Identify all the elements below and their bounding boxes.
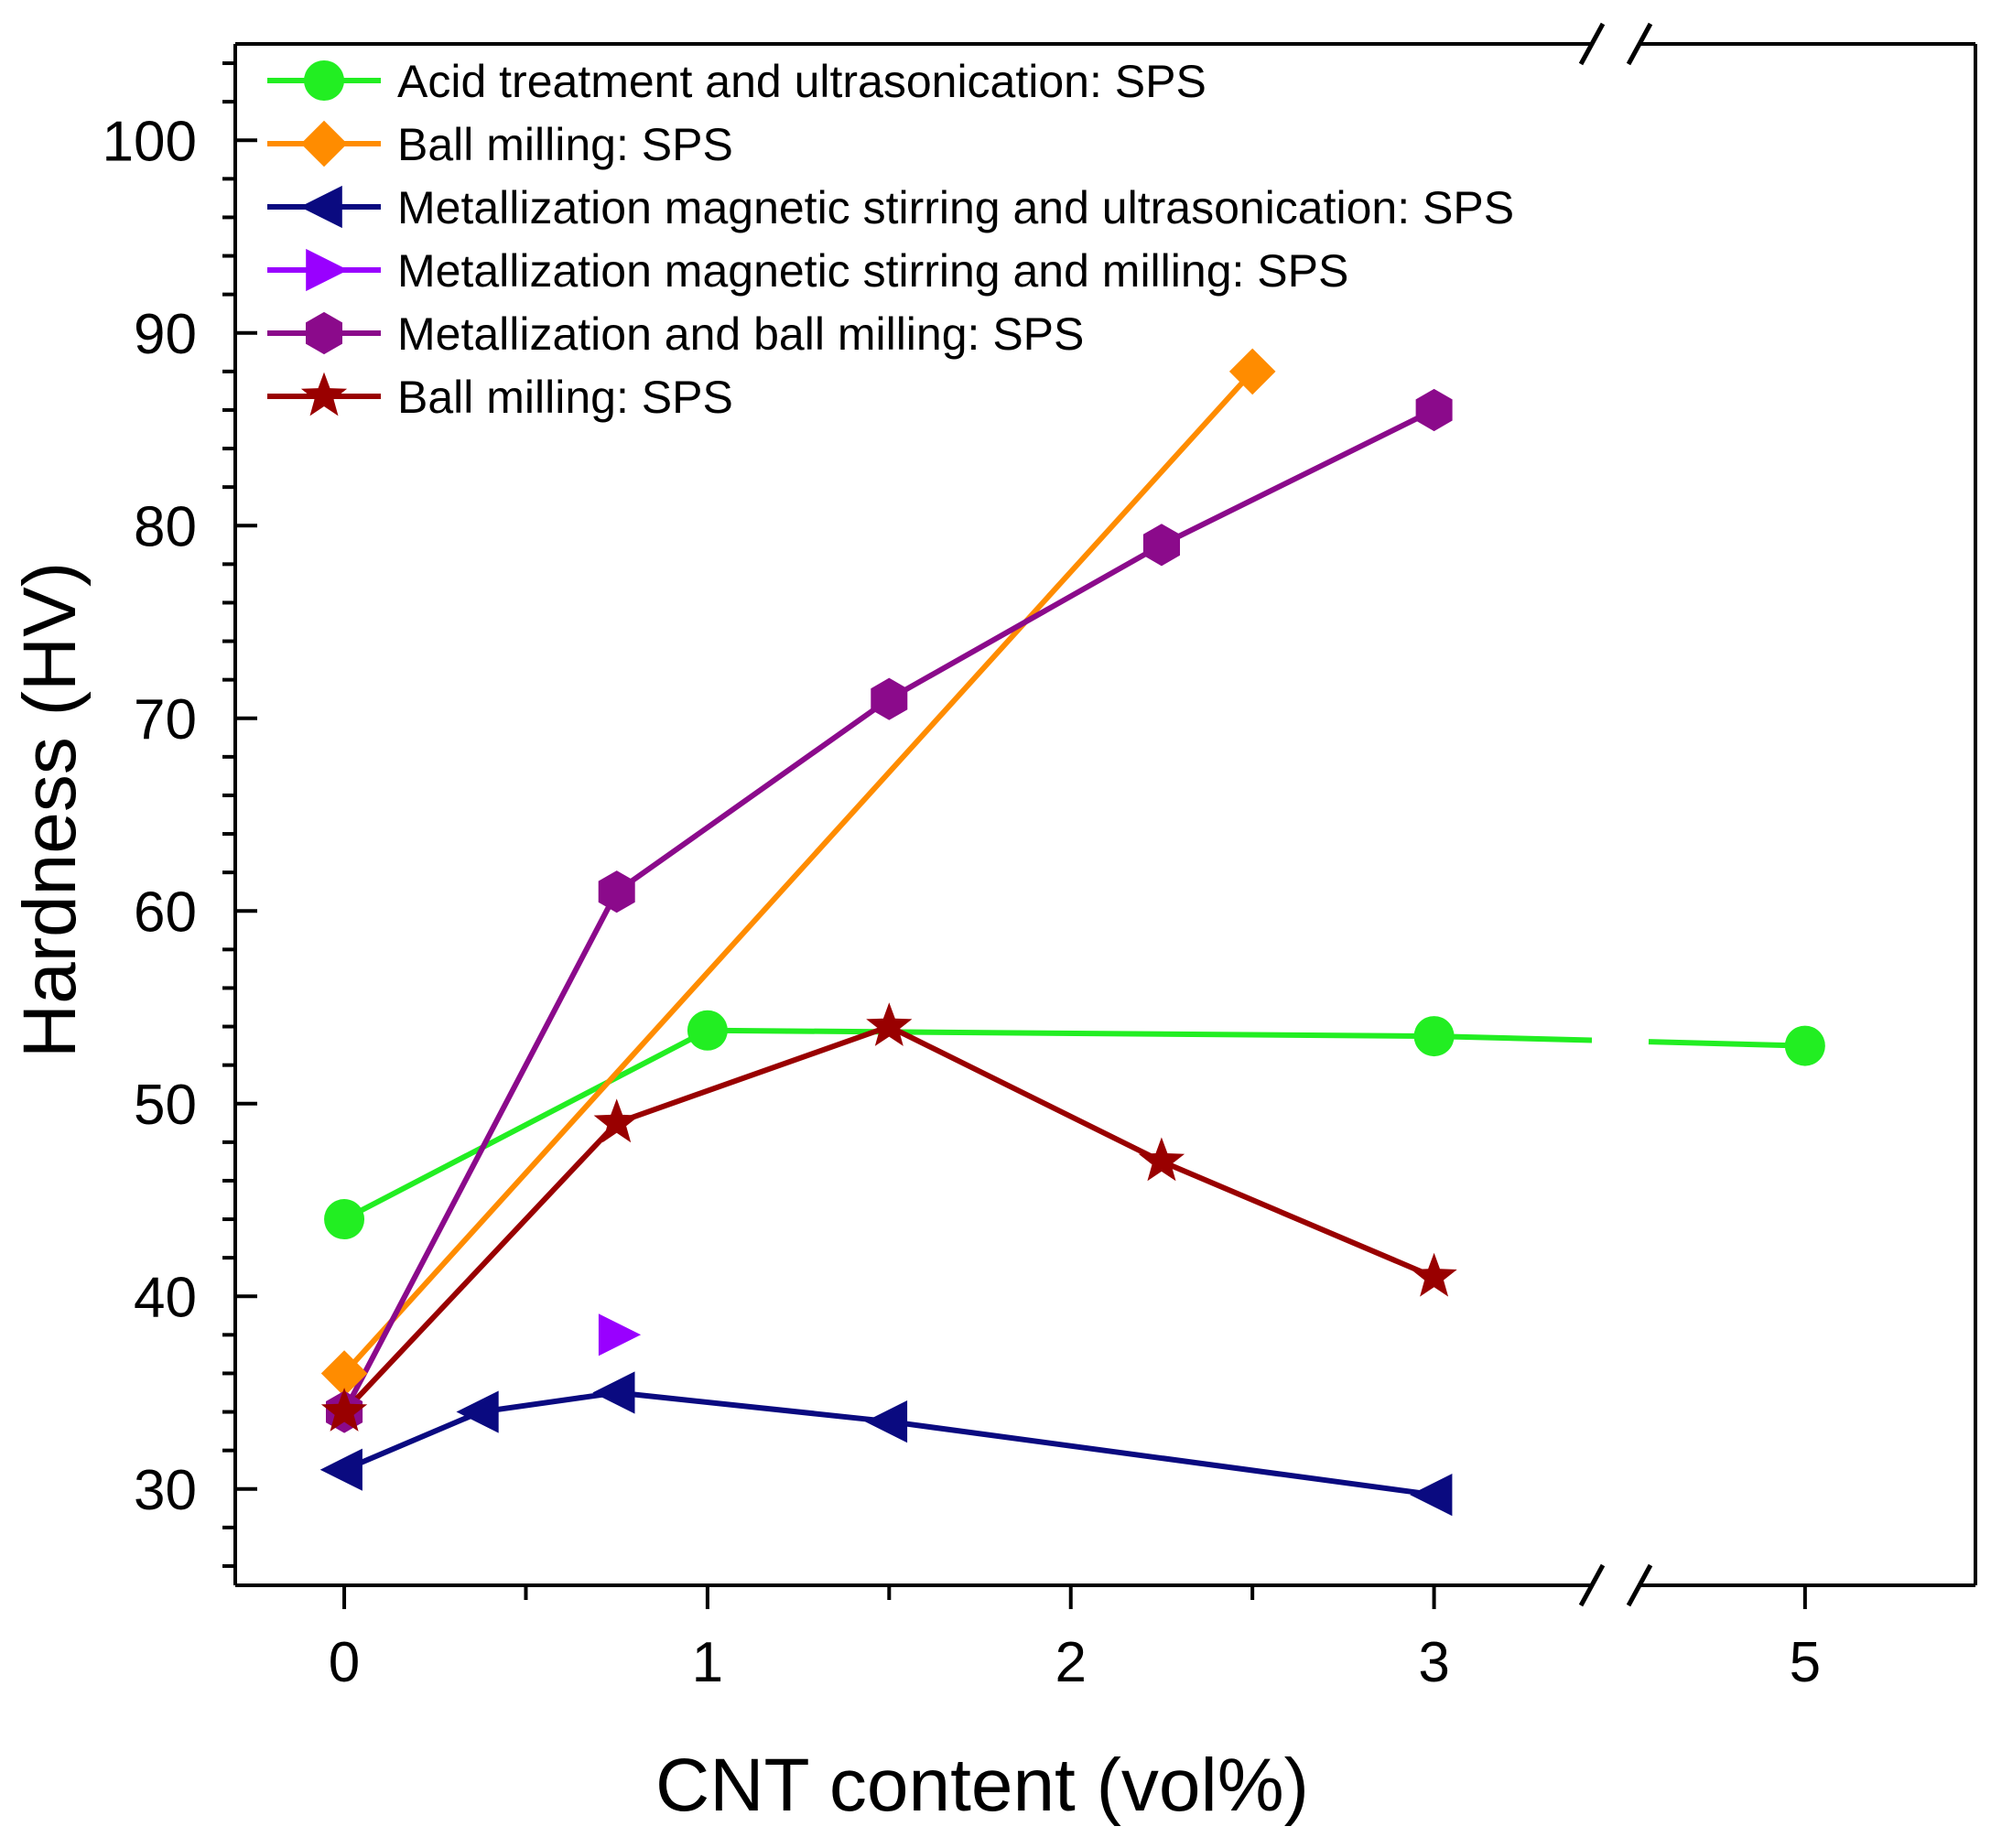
y-tick-label: 60 xyxy=(134,881,197,944)
axes xyxy=(233,22,1977,1607)
data-point xyxy=(1411,1252,1457,1297)
series-line xyxy=(341,369,1255,1376)
data-point xyxy=(320,1350,368,1397)
data-point xyxy=(687,1010,728,1051)
series-line xyxy=(341,407,1435,1413)
axis-break-mark xyxy=(1626,22,1653,66)
series-line xyxy=(341,1023,1435,1414)
y-tick-label: 90 xyxy=(134,303,197,366)
series-line-after-break xyxy=(1648,1039,1805,1049)
legend-label: Ball milling: SPS xyxy=(397,372,733,423)
x-tick-label: 2 xyxy=(1055,1631,1086,1694)
legend-marker xyxy=(299,185,342,229)
legend-label: Acid treatment and ultrasonication: SPS xyxy=(397,56,1207,107)
data-point xyxy=(320,1388,368,1432)
data-point xyxy=(1228,348,1276,395)
x-axis-label: CNT content (vol%) xyxy=(655,1744,1309,1827)
ticks: 30 40 50 60 70 80 90 100 0 1 2 3 5 xyxy=(103,61,1821,1694)
legend-label: Metallization magnetic stirring and ultr… xyxy=(397,182,1514,233)
data-point xyxy=(1138,1137,1185,1182)
y-tick-label: 80 xyxy=(134,495,197,558)
data-point xyxy=(1415,388,1453,432)
legend-label: Metallization magnetic stirring and mill… xyxy=(397,245,1348,297)
y-tick-label: 70 xyxy=(134,688,197,751)
legend-marker xyxy=(300,372,348,416)
data-point xyxy=(593,1098,640,1143)
axis-break-mark xyxy=(1578,1563,1606,1607)
data-point xyxy=(1142,524,1180,567)
series-line-to-break xyxy=(1434,1033,1593,1043)
y-axis-label: Hardness (HV) xyxy=(8,562,92,1058)
legend: Acid treatment and ultrasonication: SPS B… xyxy=(267,56,1514,423)
legend-label: Ball milling: SPS xyxy=(397,119,733,170)
data-point xyxy=(1784,1025,1825,1066)
x-tick-label: 3 xyxy=(1418,1631,1449,1694)
series-line xyxy=(342,1389,1434,1498)
legend-marker xyxy=(300,120,348,168)
series-markers xyxy=(319,348,1825,1517)
legend-marker xyxy=(306,248,349,292)
y-tick-label: 30 xyxy=(134,1459,197,1522)
x-tick-label: 5 xyxy=(1790,1631,1821,1694)
legend-marker xyxy=(306,311,342,355)
x-tick-label: 0 xyxy=(329,1631,360,1694)
x-tick-label: 1 xyxy=(692,1631,723,1694)
data-point xyxy=(324,1199,365,1240)
data-point xyxy=(598,870,635,913)
data-point xyxy=(1410,1474,1453,1517)
y-tick-label: 50 xyxy=(134,1074,197,1137)
y-tick-label: 100 xyxy=(103,110,197,173)
data-point xyxy=(592,1371,635,1414)
axis-break-mark xyxy=(1578,22,1606,66)
y-tick-label: 40 xyxy=(134,1266,197,1329)
data-point xyxy=(1413,1016,1455,1057)
data-point xyxy=(456,1390,499,1433)
data-point xyxy=(864,1400,908,1443)
data-point xyxy=(319,1448,362,1491)
data-point xyxy=(598,1313,642,1356)
series-lines xyxy=(341,369,1805,1498)
legend-marker xyxy=(304,60,344,101)
legend-label: Metallization and ball milling: SPS xyxy=(397,308,1084,360)
data-point xyxy=(866,1002,913,1046)
data-point xyxy=(871,677,908,720)
axis-break-mark xyxy=(1626,1563,1653,1607)
